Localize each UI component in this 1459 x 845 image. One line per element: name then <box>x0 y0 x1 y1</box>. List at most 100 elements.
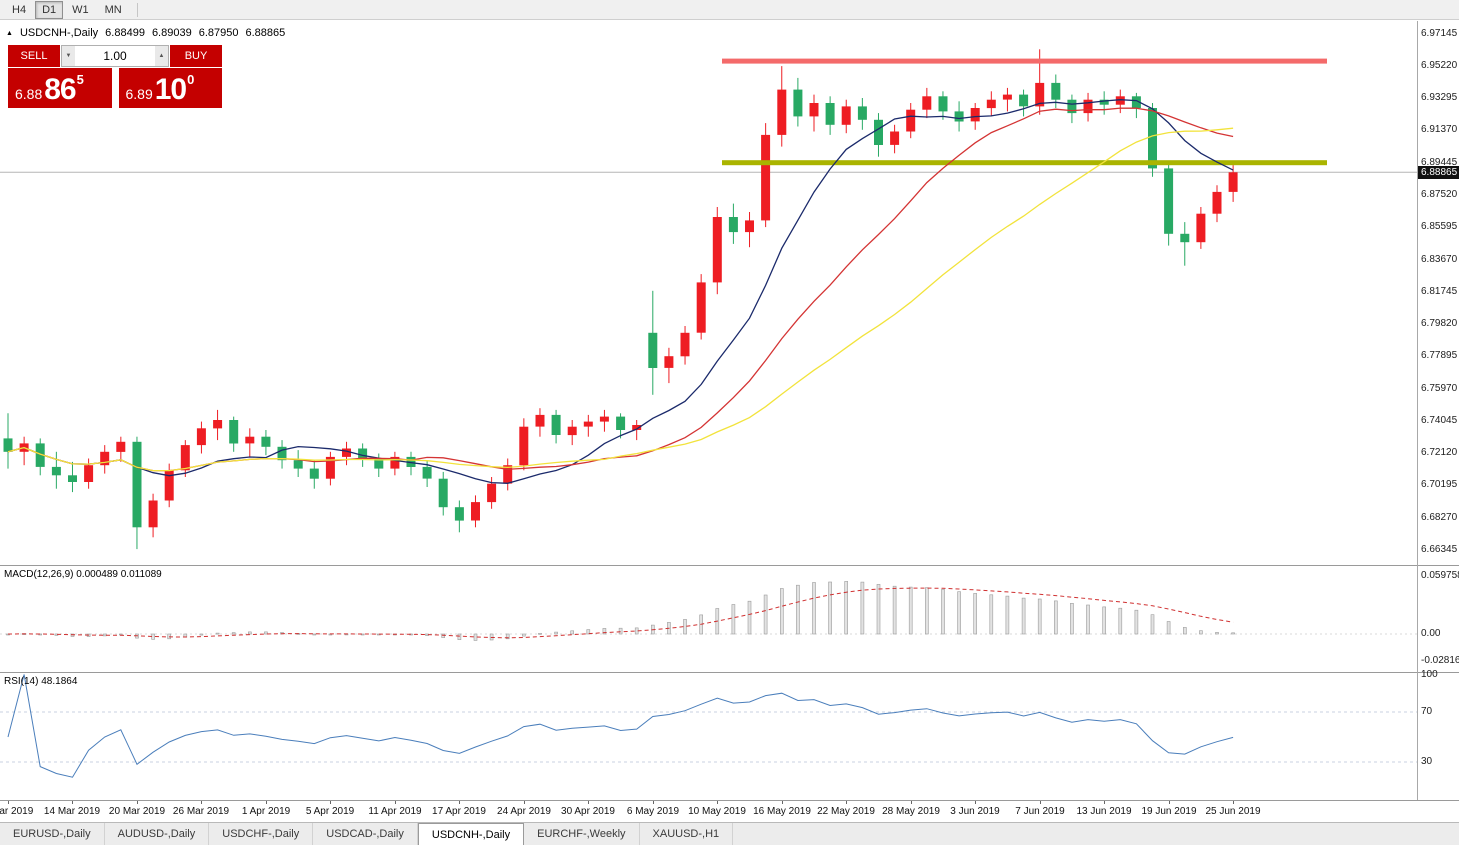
ma-line-30 <box>7 127 1234 472</box>
volume-spinner-down-icon[interactable]: ▼ <box>62 46 75 66</box>
macd-header: MACD(12,26,9) 0.000489 0.011089 <box>4 569 162 580</box>
current-price-tag: 6.88865 <box>1418 165 1459 179</box>
chart-tab-usdcad[interactable]: USDCAD-,Daily <box>313 823 418 845</box>
date-tick <box>846 801 847 804</box>
trade-panel-gap <box>111 68 119 108</box>
macd-bar <box>264 631 268 635</box>
date-label: 3 Jun 2019 <box>950 806 1000 817</box>
macd-indicator-panel[interactable] <box>0 566 1417 672</box>
candle-body <box>938 96 948 112</box>
macd-bar <box>473 633 478 641</box>
candle-body <box>487 483 497 503</box>
date-tick <box>975 801 976 804</box>
main-price-chart[interactable] <box>0 21 1417 565</box>
candle-body <box>825 103 835 125</box>
macd-bar <box>231 632 236 635</box>
chart-tab-eurchf[interactable]: EURCHF-,Weekly <box>524 823 640 845</box>
sell-button[interactable]: SELL <box>8 45 60 67</box>
date-label: 26 Mar 2019 <box>172 806 230 817</box>
candle-body <box>1019 94 1029 107</box>
price-axis-label: 6.68270 <box>1421 511 1458 523</box>
price-axis-label: 6.72120 <box>1421 447 1458 459</box>
candles-layer <box>3 49 1238 550</box>
price-axis-label: 6.79820 <box>1421 318 1458 329</box>
sell-price-main: 6.88 <box>15 86 43 102</box>
candle-body <box>664 356 674 368</box>
macd-bar <box>1070 602 1074 635</box>
candle-body <box>1083 99 1093 114</box>
candle-body <box>728 217 738 233</box>
timeframe-button-mn[interactable]: MN <box>104 3 122 16</box>
candle-body <box>471 502 480 521</box>
date-tick <box>266 801 267 804</box>
price-axis-label: 6.74045 <box>1421 414 1458 426</box>
candle-body <box>309 468 319 479</box>
macd-bar <box>731 604 736 635</box>
macd-bar <box>683 619 687 635</box>
buy-price-box[interactable]: 6.89 10 0 <box>118 68 222 108</box>
timeframe-button-w1[interactable]: W1 <box>72 3 89 16</box>
price-axis[interactable]: 6.88865 6.97145 6.95220 6.93295 6.91370 6.89… <box>1418 21 1459 800</box>
macd-bar <box>505 633 510 640</box>
macd-bar <box>586 629 591 635</box>
candle-body <box>712 217 722 283</box>
candle-body <box>293 460 303 469</box>
candle-body <box>1099 99 1109 105</box>
macd-bar <box>1166 621 1171 635</box>
buy-button[interactable]: BUY <box>170 45 222 67</box>
price-axis-label: 6.91370 <box>1421 124 1458 136</box>
support-line[interactable] <box>722 160 1327 166</box>
chart-tab-usdchf[interactable]: USDCHF-,Daily <box>209 823 314 845</box>
date-tick <box>201 801 202 804</box>
macd-bar <box>618 627 623 635</box>
sell-price-box[interactable]: 6.88 86 5 <box>8 68 112 108</box>
panel-separator[interactable] <box>0 672 1459 673</box>
date-label: 17 Apr 2019 <box>432 806 486 817</box>
date-label: 1 Apr 2019 <box>241 806 291 817</box>
chart-low-value: 6.87950 <box>198 27 239 39</box>
timeframe-toolbar: H4 D1 W1 MN <box>0 0 1459 20</box>
macd-axis-label: 0.059758 <box>1421 570 1459 581</box>
chart-open-value: 6.88499 <box>105 27 145 39</box>
candle-body <box>551 414 561 435</box>
rsi-indicator-panel[interactable] <box>0 673 1417 800</box>
chart-tab-audusd[interactable]: AUDUSD-,Daily <box>105 823 210 845</box>
panel-separator[interactable] <box>0 565 1459 566</box>
chart-tab-eurusd[interactable]: EURUSD-,Daily <box>0 823 105 845</box>
macd-bar <box>973 593 978 635</box>
sell-price-pips: 86 <box>44 73 76 106</box>
volume-input[interactable]: ▼ 1.00 ▲ <box>61 45 169 67</box>
macd-bar <box>312 633 317 636</box>
price-axis-label: 6.89445 <box>1421 156 1458 168</box>
chart-tab-xauusd[interactable]: XAUUSD-,H1 <box>640 823 734 845</box>
date-label: 10 May 2019 <box>688 806 746 817</box>
chart-tab-usdcnh[interactable]: USDCNH-,Daily <box>417 823 525 845</box>
timeframe-button-d1[interactable]: D1 <box>35 0 64 19</box>
date-axis[interactable]: 8 Mar 2019 14 Mar 2019 20 Mar 2019 26 Mar 2… <box>0 801 1417 820</box>
macd-bar <box>248 631 252 635</box>
macd-bar <box>1021 597 1026 635</box>
macd-bar <box>892 585 897 635</box>
date-tick <box>653 801 654 804</box>
date-tick <box>137 801 138 804</box>
candle-body <box>164 470 174 501</box>
candle-body <box>1212 191 1222 214</box>
resistance-line[interactable] <box>722 58 1327 64</box>
candle-body <box>890 131 900 145</box>
candle-body <box>277 446 287 461</box>
rsi-header: RSI(14) 48.1864 <box>4 676 77 687</box>
volume-spinner-up-icon[interactable]: ▲ <box>155 46 168 66</box>
date-tick <box>72 801 73 804</box>
date-label: 25 Jun 2019 <box>1205 806 1261 817</box>
candle-body <box>648 332 658 368</box>
timeframe-button-h4[interactable]: H4 <box>12 3 27 16</box>
macd-axis-label: -0.02816 <box>1421 655 1459 667</box>
candle-body <box>874 119 883 145</box>
macd-bar <box>1118 607 1123 635</box>
volume-value[interactable]: 1.00 <box>103 49 127 63</box>
date-tick <box>1040 801 1041 804</box>
date-label: 28 May 2019 <box>882 806 940 817</box>
candle-body <box>100 451 110 466</box>
date-label: 24 Apr 2019 <box>497 806 551 817</box>
macd-values: 0.000489 0.011089 <box>76 569 162 580</box>
